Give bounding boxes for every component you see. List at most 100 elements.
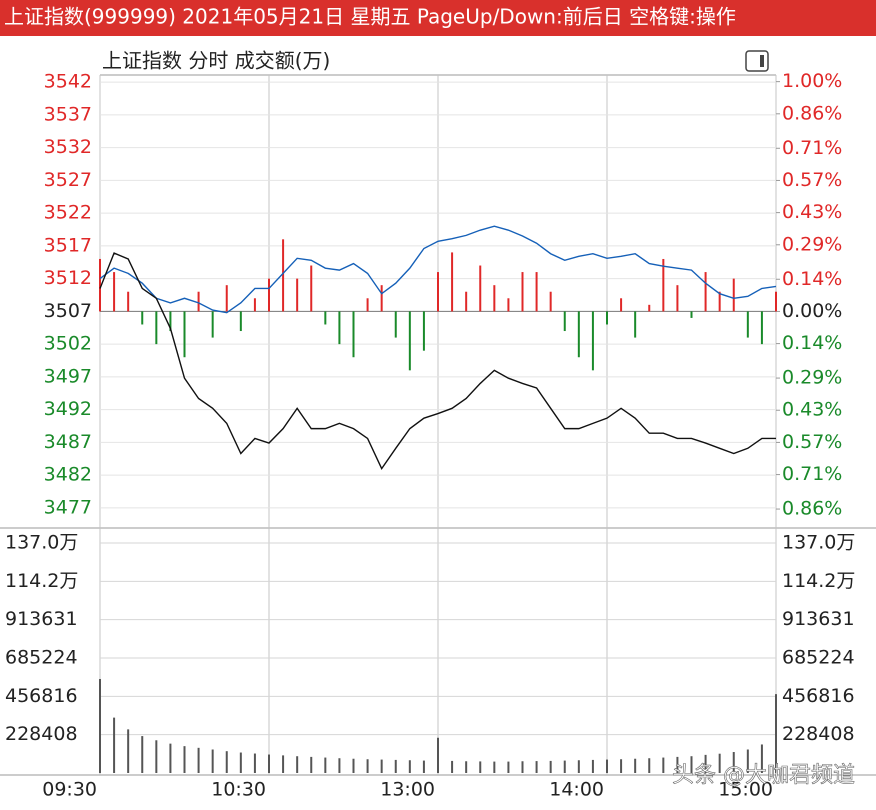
volume-bar [296, 756, 299, 773]
y2-tick-label: 0.14% [782, 332, 842, 354]
strength-bar [662, 258, 665, 312]
strength-bar [197, 291, 200, 312]
volume-bar [225, 751, 228, 773]
volume-bar [169, 743, 172, 773]
volume-bar [380, 759, 383, 773]
strength-bar [521, 272, 524, 312]
y-tick-label-right: 114.2万 [782, 570, 855, 592]
volume-bar [268, 754, 270, 773]
volume-bar [507, 761, 510, 773]
volume-bar [451, 760, 454, 773]
volume-bar [239, 752, 242, 773]
y-tick-label: 137.0万 [5, 532, 78, 554]
y-tick-label: 3492 [44, 398, 92, 420]
volume-bar [690, 756, 693, 773]
x-tick-label: 13:00 [380, 779, 435, 801]
volume-bar [620, 759, 623, 773]
y2-tick-label: 0.57% [782, 431, 842, 453]
y2-tick-label: 0.71% [782, 137, 842, 159]
y-tick-label: 3512 [44, 267, 92, 289]
strength-bar [606, 311, 608, 325]
y2-tick-label: 0.71% [782, 463, 842, 485]
volume-bar [211, 749, 214, 773]
strength-bar [169, 311, 172, 332]
volume-bar [183, 746, 186, 773]
strength-bar [239, 311, 242, 332]
volume-bar [676, 756, 679, 773]
volume-bar [760, 744, 763, 773]
volume-bar [197, 747, 200, 773]
volume-bar [141, 736, 144, 773]
strength-bar [422, 311, 425, 351]
y-tick-label: 3502 [44, 333, 92, 355]
y-tick-label: 3507 [44, 300, 92, 322]
title-bar [0, 0, 876, 36]
subtitle: 上证指数 分时 成交额(万) [102, 49, 330, 73]
title: 上证指数(999999) 2021年05月21日 星期五 PageUp/Down… [4, 5, 736, 29]
y-tick-label: 3497 [44, 365, 92, 387]
volume-bar [775, 694, 777, 773]
y-tick-label: 3487 [44, 431, 92, 453]
toggle-icon[interactable] [745, 50, 769, 72]
strength-bar [465, 291, 468, 312]
volume-bar [408, 760, 411, 773]
strength-bar [253, 298, 256, 312]
y2-tick-label: 0.29% [782, 233, 842, 255]
strength-bar [338, 311, 341, 345]
volume-bar [634, 758, 637, 773]
strength-bar [479, 265, 482, 312]
strength-bar [352, 311, 355, 358]
strength-bar [718, 291, 721, 312]
strength-bar [549, 291, 552, 312]
volume-bar [253, 753, 256, 773]
volume-bar [648, 758, 651, 773]
strength-bar [676, 285, 679, 312]
strength-bar [563, 311, 566, 332]
strength-bar [155, 311, 158, 345]
volume-bar [338, 758, 341, 773]
strength-bar [183, 311, 186, 358]
strength-bar [577, 311, 580, 358]
y-tick-label: 3532 [44, 136, 92, 158]
volume-bar [394, 759, 397, 773]
y-tick-label-right: 137.0万 [782, 532, 855, 554]
volume-bar [113, 717, 116, 773]
strength-bar [366, 298, 369, 312]
volume-bar [718, 753, 721, 773]
volume-bar [732, 752, 735, 773]
y-tick-label-right: 456816 [782, 685, 855, 707]
strength-bar [704, 272, 707, 312]
strength-bar [141, 311, 144, 325]
strength-bar [648, 304, 651, 312]
volume-bar [127, 729, 130, 773]
y2-tick-label: 0.43% [782, 201, 842, 223]
strength-bar [535, 272, 538, 312]
y-tick-label: 3542 [44, 71, 92, 93]
x-tick-label: 09:30 [42, 779, 97, 801]
y2-tick-label: 0.57% [782, 169, 842, 191]
y-tick-label: 3517 [44, 234, 92, 256]
volume-bar [591, 759, 594, 773]
strength-bar [775, 291, 777, 312]
strength-bar [437, 272, 439, 312]
strength-bar [324, 311, 327, 325]
strength-bar [282, 239, 285, 312]
y2-tick-label: 0.86% [782, 102, 842, 124]
strength-bar [408, 311, 411, 371]
volume-bar [493, 761, 496, 773]
volume-bar [282, 755, 285, 773]
y-tick-label-right: 228408 [782, 723, 855, 745]
x-tick-label: 14:00 [549, 779, 604, 801]
volume-bar [99, 679, 101, 773]
strength-bar [620, 298, 623, 312]
volume-bar [577, 760, 580, 773]
volume-bar [563, 760, 566, 773]
watermark: 头条 @大咖君频道 [672, 763, 855, 788]
volume-bar [521, 761, 524, 773]
volume-bar [366, 759, 369, 773]
strength-bar [746, 311, 749, 338]
y-tick-label: 114.2万 [5, 570, 78, 592]
y-tick-label: 685224 [5, 647, 78, 669]
y-tick-label: 3482 [44, 464, 92, 486]
